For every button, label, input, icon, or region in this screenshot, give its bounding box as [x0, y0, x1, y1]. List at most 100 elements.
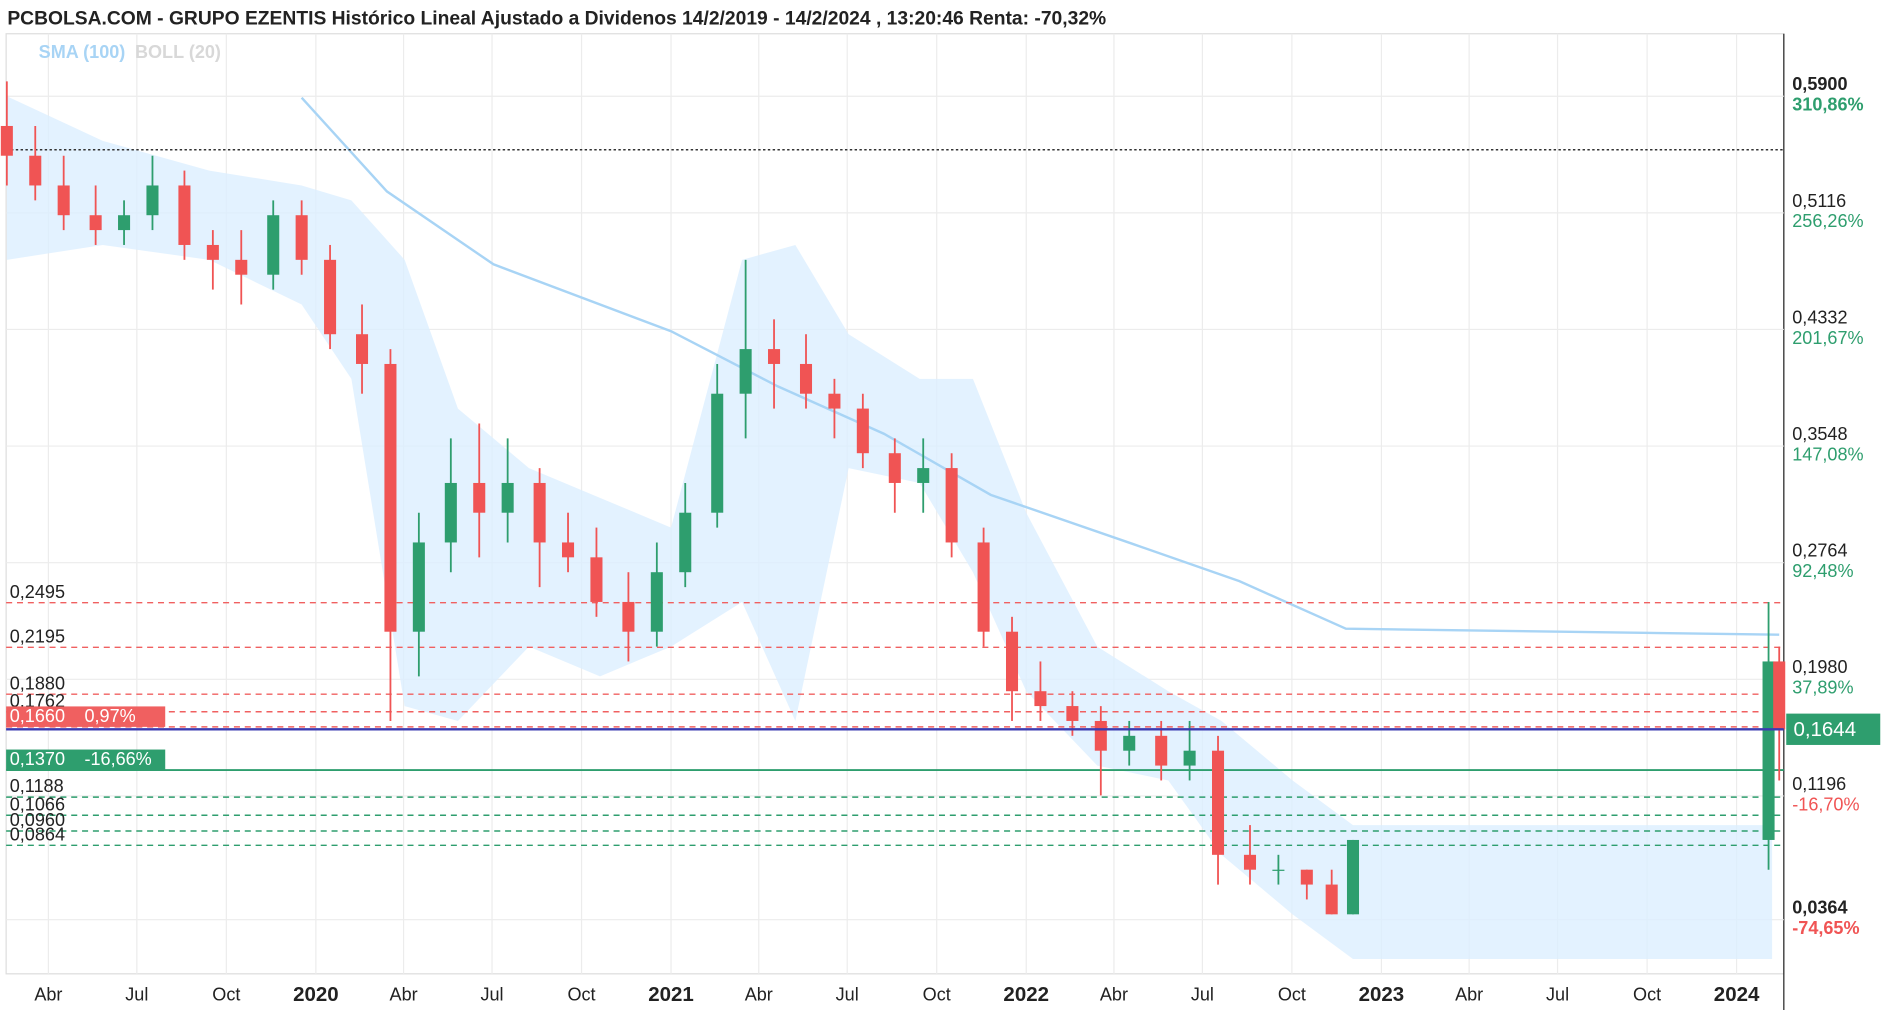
level-label-box — [6, 706, 166, 727]
chart-title: PCBOLSA.COM - GRUPO EZENTIS Histórico Li… — [7, 8, 1106, 29]
candle-body — [1005, 631, 1019, 692]
x-tick-label: Jul — [480, 984, 503, 1004]
current-price-box — [1786, 713, 1881, 745]
x-tick-label: Oct — [212, 984, 240, 1004]
candle-body — [324, 259, 337, 335]
level-label: 0,1660 — [10, 706, 65, 726]
candle-body — [1325, 884, 1338, 915]
candle-body — [412, 542, 425, 632]
candle-body — [267, 215, 280, 275]
level-tag: -16,66% — [84, 749, 151, 769]
candle-body — [711, 393, 724, 513]
y-tick-label: 0,5116 — [1792, 191, 1846, 211]
x-tick-label: 2022 — [1003, 983, 1049, 1006]
y-tick-percent: 92,48% — [1792, 561, 1853, 581]
legend-entry: BOLL (20) — [135, 42, 221, 62]
level-label-box — [6, 749, 166, 771]
candle-body — [57, 185, 70, 216]
candle-body — [590, 557, 603, 602]
candle-body — [473, 482, 486, 513]
candle-body — [533, 482, 546, 543]
x-tick-label: Jul — [1191, 984, 1214, 1004]
level-label: 0,2195 — [10, 626, 65, 646]
y-tick-label: 0,1196 — [1792, 774, 1846, 794]
x-tick-label: Jul — [125, 984, 148, 1004]
candle-body — [828, 393, 841, 409]
candle-body — [235, 259, 248, 275]
candle-body — [1773, 661, 1786, 730]
candle-body — [1123, 735, 1136, 751]
candle-body — [1300, 869, 1313, 885]
x-tick-label: Abr — [1455, 984, 1483, 1004]
candle-body — [1034, 691, 1047, 707]
candle-body — [384, 363, 397, 632]
x-tick-label: Oct — [1633, 984, 1661, 1004]
y-tick-percent: 37,89% — [1792, 678, 1853, 698]
candle-body — [622, 601, 635, 632]
x-tick-label: Abr — [34, 984, 62, 1004]
x-tick-label: Abr — [745, 984, 773, 1004]
sma-line — [300, 96, 1780, 636]
x-tick-label: Jul — [836, 984, 859, 1004]
candle-body — [501, 482, 514, 513]
x-tick-label: 2024 — [1714, 983, 1760, 1006]
level-label: 0,1370 — [10, 749, 65, 769]
candle-body — [1243, 854, 1257, 870]
candle-body — [1155, 735, 1168, 766]
bollinger-band — [6, 96, 1773, 959]
candle-body — [0, 125, 13, 156]
candle-body — [888, 453, 901, 483]
y-tick-percent: -16,70% — [1792, 794, 1859, 814]
candle-body — [118, 215, 131, 231]
candle-body — [295, 215, 308, 260]
level-label: 0,1188 — [10, 776, 64, 796]
level-tag: 0,97% — [84, 706, 135, 726]
x-tick-label: 2020 — [293, 983, 339, 1006]
candle-body — [856, 408, 869, 454]
candle-body — [29, 155, 42, 186]
candle-body — [1762, 661, 1775, 840]
candle-body — [1346, 839, 1360, 915]
candle-body — [178, 185, 191, 245]
level-label: 0,0864 — [10, 824, 65, 844]
legend-entry: SMA (100) — [39, 42, 126, 62]
level-label: 0,1880 — [10, 673, 65, 693]
candle-body — [89, 215, 102, 231]
y-tick-percent: -74,65% — [1792, 918, 1859, 938]
candle-body — [1183, 750, 1196, 766]
y-tick-percent: 310,86% — [1792, 95, 1863, 115]
candle-body — [146, 185, 159, 216]
y-tick-label: 0,0364 — [1792, 898, 1847, 918]
x-tick-label: 2021 — [648, 983, 694, 1006]
x-tick-label: Oct — [567, 984, 595, 1004]
y-tick-percent: 256,26% — [1792, 211, 1863, 231]
level-label: 0,2495 — [10, 582, 65, 602]
x-tick-label: 2023 — [1359, 983, 1405, 1006]
current-price-label: 0,1644 — [1793, 718, 1856, 741]
candle-body — [562, 542, 575, 558]
candle-body — [739, 349, 752, 394]
y-tick-percent: 147,08% — [1792, 444, 1863, 464]
candle-body — [679, 512, 692, 573]
level-label: 0,0960 — [10, 810, 65, 830]
candle-body — [206, 244, 219, 260]
x-tick-label: Oct — [1278, 984, 1306, 1004]
x-tick-label: Oct — [923, 984, 951, 1004]
candle-body — [799, 363, 813, 394]
x-tick-label: Abr — [390, 984, 418, 1004]
candle-body — [945, 468, 958, 543]
y-tick-label: 0,3548 — [1792, 424, 1847, 444]
candle-body — [650, 572, 663, 632]
candle-body — [1094, 720, 1107, 751]
candle-body — [768, 349, 781, 364]
candle-body — [917, 468, 930, 483]
y-tick-label: 0,1980 — [1792, 657, 1847, 677]
y-tick-label: 0,5900 — [1792, 74, 1847, 94]
y-tick-label: 0,4332 — [1792, 307, 1847, 327]
candle-body — [1211, 750, 1225, 855]
x-tick-label: Jul — [1546, 984, 1569, 1004]
candle-body — [1066, 706, 1079, 721]
x-tick-label: Abr — [1100, 984, 1128, 1004]
candle-body — [356, 334, 369, 364]
